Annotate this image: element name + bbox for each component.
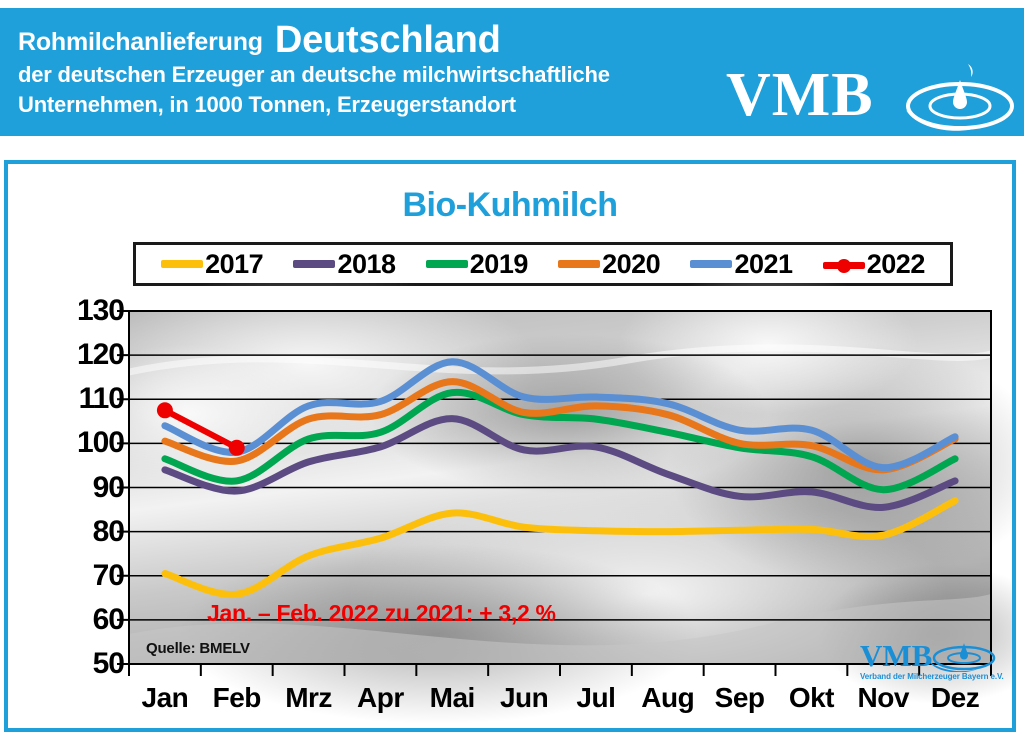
legend-swatch-2017 (161, 260, 204, 268)
y-tick-110: 110 (78, 382, 125, 416)
legend-item-2019[interactable]: 2019 (425, 248, 529, 280)
legend-label-2018: 2018 (337, 248, 396, 279)
header-subtitle-line1: der deutschen Erzeuger an deutsche milch… (18, 62, 610, 87)
series-line-2019 (161, 388, 959, 494)
header-subtitle-line2: Unternehmen, in 1000 Tonnen, Erzeugersta… (18, 92, 516, 117)
series-line-2020 (161, 378, 959, 474)
legend-item-2017[interactable]: 2017 (161, 248, 264, 280)
header-logo: VMB (716, 60, 1016, 136)
chart-watermark-text: VMB (860, 638, 933, 673)
y-tick-80: 80 (92, 514, 125, 548)
chart-watermark-logo: VMB Verband der Milcherzeuger Bayern e.V… (858, 638, 1004, 686)
header-title-main: Deutschland (274, 19, 501, 61)
x-tick-Jun: Jun (499, 682, 549, 713)
legend-item-2021[interactable]: 2021 (690, 248, 793, 280)
chart-annotation: Jan. – Feb. 2022 zu 2021: + 3,2 % (207, 600, 556, 627)
series-line-2022 (156, 402, 245, 456)
legend-swatch-2018 (293, 260, 336, 268)
y-tick-130: 130 (76, 294, 125, 327)
plot-area-wrapper: 50 60 70 80 90 100 110 120 130 Jan Feb Mrz Apr Mai Ju… (8, 164, 1024, 728)
legend-label-2020: 2020 (602, 248, 661, 279)
legend-item-2020[interactable]: 2020 (558, 248, 661, 280)
series-line-2018 (161, 415, 959, 511)
x-tick-Okt: Okt (788, 682, 835, 713)
legend-item-2022[interactable]: 2022 (822, 248, 926, 280)
header-text-block: Rohmilchanlieferung Deutschland der deuts… (18, 19, 778, 120)
y-tick-90: 90 (92, 470, 125, 504)
x-tick-Sep: Sep (714, 682, 765, 713)
x-tick-Dez: Dez (930, 682, 980, 713)
x-tick-Nov: Nov (857, 682, 910, 713)
series-line-2017 (161, 497, 959, 598)
header-banner: Rohmilchanlieferung Deutschland der deuts… (0, 8, 1024, 136)
chart-source-note: Quelle: BMELV (146, 639, 250, 657)
series-line-2021 (161, 358, 959, 472)
y-tick-120: 120 (76, 338, 125, 372)
watermark-drop-icon (928, 643, 996, 672)
legend-swatch-2021 (690, 260, 733, 268)
chart-frame: Bio-Kuhmilch 2017 2018 2019 2020 2021 2022 50… (4, 160, 1024, 732)
legend-label-2017: 2017 (205, 248, 264, 279)
y-tick-60: 60 (92, 602, 125, 636)
y-tick-100: 100 (76, 426, 125, 460)
x-tick-Feb: Feb (212, 682, 262, 713)
x-tick-Jan: Jan (141, 682, 189, 713)
legend-label-2021: 2021 (734, 248, 793, 279)
y-tick-50: 50 (92, 647, 125, 680)
chart-title: Bio-Kuhmilch (402, 186, 618, 224)
legend-label-2019: 2019 (469, 248, 529, 279)
x-tick-Aug: Aug (641, 682, 695, 713)
legend-swatch-2020 (558, 260, 601, 268)
x-tick-Apr: Apr (357, 682, 404, 713)
legend-swatch-2022 (822, 259, 865, 273)
x-tick-Mai: Mai (429, 682, 476, 713)
header-logo-text: VMB (726, 61, 874, 129)
x-tick-Mrz: Mrz (285, 682, 332, 713)
legend-swatch-2019 (425, 260, 468, 268)
legend-label-2022: 2022 (866, 248, 926, 279)
header-title-prefix: Rohmilchanlieferung (18, 28, 263, 56)
y-axis-labels: 50 60 70 80 90 100 110 120 130 (52, 164, 125, 728)
y-tick-70: 70 (92, 558, 125, 592)
x-tick-Jul: Jul (576, 682, 616, 713)
legend-item-2018[interactable]: 2018 (293, 248, 396, 280)
milk-drop-icon (898, 62, 1016, 136)
header-title-line: Rohmilchanlieferung Deutschland (18, 19, 778, 61)
x-axis-labels: Jan Feb Mrz Apr Mai Jun Jul Aug Sep Okt Nov Dez (8, 164, 1012, 728)
chart-watermark-subtitle: Verband der Milcherzeuger Bayern e.V. (860, 672, 1004, 681)
chart-plot (58, 274, 1024, 724)
